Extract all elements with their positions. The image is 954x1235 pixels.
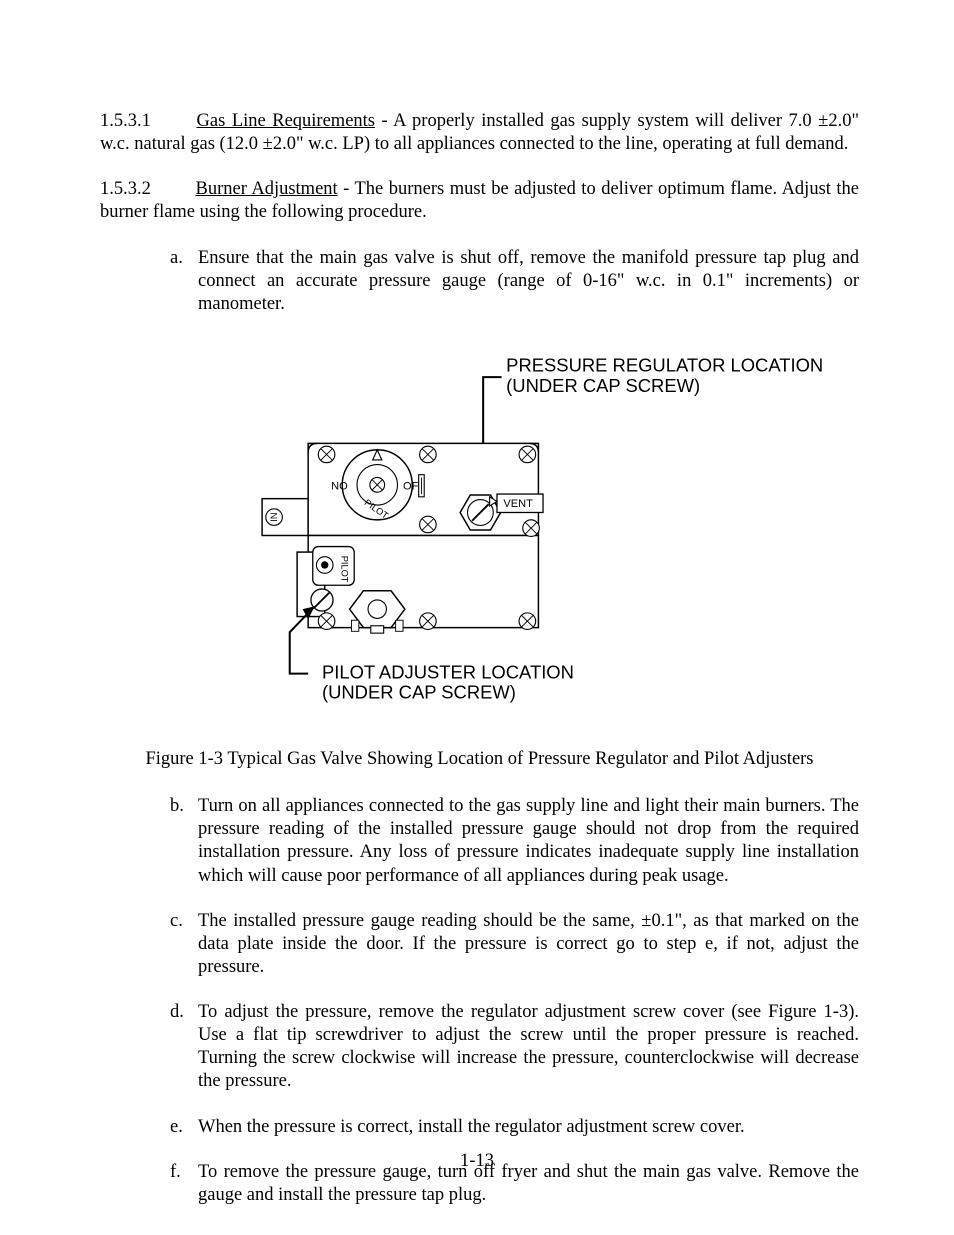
item-letter: e. — [170, 1116, 198, 1139]
section-1532: 1.5.3.2 Burner Adjustment - The burners … — [100, 178, 859, 224]
in-label: IN — [269, 512, 279, 521]
section-title: Burner Adjustment — [196, 179, 338, 199]
figure-caption: Figure 1-3 Typical Gas Valve Showing Loc… — [100, 748, 859, 771]
list-item: d. To adjust the pressure, remove the re… — [170, 1001, 859, 1094]
callout-bottom-line2: (UNDER CAP SCREW) — [322, 681, 516, 702]
callout-top-line2: (UNDER CAP SCREW) — [506, 375, 700, 396]
figure-1-3: PRESSURE REGULATOR LOCATION (UNDER CAP S… — [170, 338, 930, 740]
item-text: When the pressure is correct, install th… — [198, 1116, 859, 1139]
callout-bottom-line1: PILOT ADJUSTER LOCATION — [322, 661, 574, 682]
vent-label: VENT — [503, 498, 533, 510]
no-label: NO — [331, 480, 348, 492]
item-letter: b. — [170, 795, 198, 888]
list-item: b. Turn on all appliances connected to t… — [170, 795, 859, 888]
pilot-v-label: PILOT — [339, 556, 349, 583]
list-item: a. Ensure that the main gas valve is shu… — [170, 247, 859, 316]
section-number: 1.5.3.1 — [100, 110, 190, 133]
page-number: 1-13 — [0, 1150, 954, 1173]
section-number: 1.5.3.2 — [100, 178, 190, 201]
item-letter: c. — [170, 910, 198, 979]
gas-valve-diagram: PRESSURE REGULATOR LOCATION (UNDER CAP S… — [170, 338, 870, 733]
page: 1.5.3.1 Gas Line Requirements - A proper… — [0, 0, 954, 1235]
item-text: The installed pressure gauge reading sho… — [198, 910, 859, 979]
procedure-list: a. Ensure that the main gas valve is shu… — [170, 247, 859, 1207]
item-text: Ensure that the main gas valve is shut o… — [198, 247, 859, 316]
list-item: c. The installed pressure gauge reading … — [170, 910, 859, 979]
list-item: e. When the pressure is correct, install… — [170, 1116, 859, 1139]
item-letter: d. — [170, 1001, 198, 1094]
section-1531: 1.5.3.1 Gas Line Requirements - A proper… — [100, 110, 859, 156]
item-text: To adjust the pressure, remove the regul… — [198, 1001, 859, 1094]
section-title: Gas Line Requirements — [197, 111, 375, 131]
item-text: Turn on all appliances connected to the … — [198, 795, 859, 888]
item-letter: a. — [170, 247, 198, 316]
callout-top-line1: PRESSURE REGULATOR LOCATION — [506, 354, 823, 375]
